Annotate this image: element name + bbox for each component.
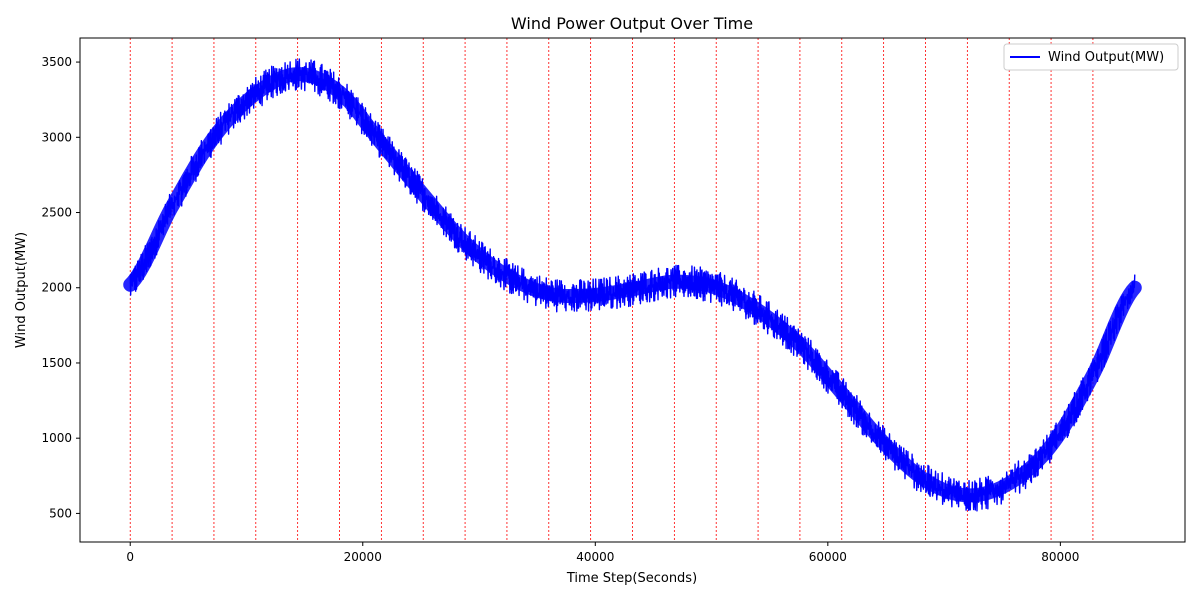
chart-title: Wind Power Output Over Time [511, 14, 753, 33]
x-tick-label: 80000 [1041, 550, 1079, 564]
y-tick-label: 500 [49, 506, 72, 520]
legend-box [1003, 43, 1179, 71]
x-tick-label: 20000 [344, 550, 382, 564]
y-tick-label: 2000 [41, 281, 72, 295]
x-tick-label: 0 [126, 550, 134, 564]
plot-frame [79, 37, 1186, 543]
y-tick-label: 3000 [41, 130, 72, 144]
legend: Wind Output(MW) [1003, 43, 1179, 71]
x-axis-label: Time Step(Seconds) [566, 571, 697, 586]
y-axis-label: Wind Output(MW) [14, 232, 29, 348]
x-tick-label: 40000 [576, 550, 614, 564]
series-layer [123, 58, 1142, 512]
series-trend-core [123, 67, 1142, 503]
series-line-wind-output [129, 58, 1136, 512]
y-tick-label: 1000 [41, 431, 72, 445]
y-tick-label: 3500 [41, 55, 72, 69]
y-tick-label: 2500 [41, 206, 72, 220]
x-axis-ticks: 0 20000 40000 60000 80000 [126, 542, 1079, 564]
legend-label: Wind Output(MW) [1048, 50, 1164, 65]
y-axis-ticks: 500 1000 1500 2000 2500 3000 3500 [41, 55, 80, 520]
x-tick-label: 60000 [809, 550, 847, 564]
y-tick-label: 1500 [41, 356, 72, 370]
plot-area [79, 37, 1186, 543]
